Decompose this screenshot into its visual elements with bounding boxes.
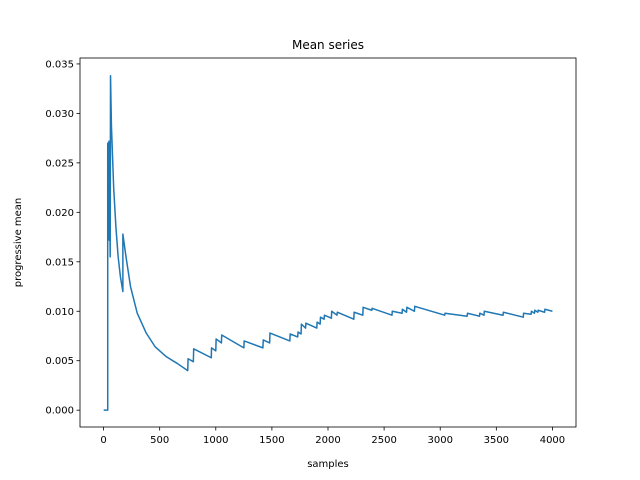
y-tick-label: 0.025 (45, 158, 74, 169)
x-tick-label: 2500 (371, 435, 396, 446)
x-tick-label: 2000 (315, 435, 340, 446)
x-tick-label: 4000 (540, 435, 565, 446)
x-axis-label: samples (307, 459, 349, 470)
y-axis-ticks: 0.000 0.005 0.010 0.015 0.020 0.025 0.030 0.035 (45, 59, 80, 417)
x-tick-label: 1000 (203, 435, 228, 446)
x-tick-label: 3500 (484, 435, 509, 446)
y-tick-label: 0.010 (45, 307, 74, 318)
y-tick-label: 0.005 (45, 356, 74, 367)
x-tick-label: 3000 (427, 435, 452, 446)
y-tick-label: 0.000 (45, 406, 74, 417)
x-axis-ticks: 0 500 1000 1500 2000 2500 3000 3500 4000 (100, 427, 565, 446)
x-tick-label: 0 (100, 435, 106, 446)
x-tick-label: 1500 (259, 435, 284, 446)
plot-frame (79, 57, 577, 428)
series-line (103, 75, 553, 411)
y-tick-label: 0.030 (45, 109, 74, 120)
x-tick-label: 500 (150, 435, 169, 446)
y-tick-label: 0.035 (45, 59, 74, 70)
y-tick-label: 0.015 (45, 257, 74, 268)
chart-title: Mean series (292, 38, 364, 52)
y-axis-label: progressive mean (13, 198, 24, 288)
y-tick-label: 0.020 (45, 208, 74, 219)
